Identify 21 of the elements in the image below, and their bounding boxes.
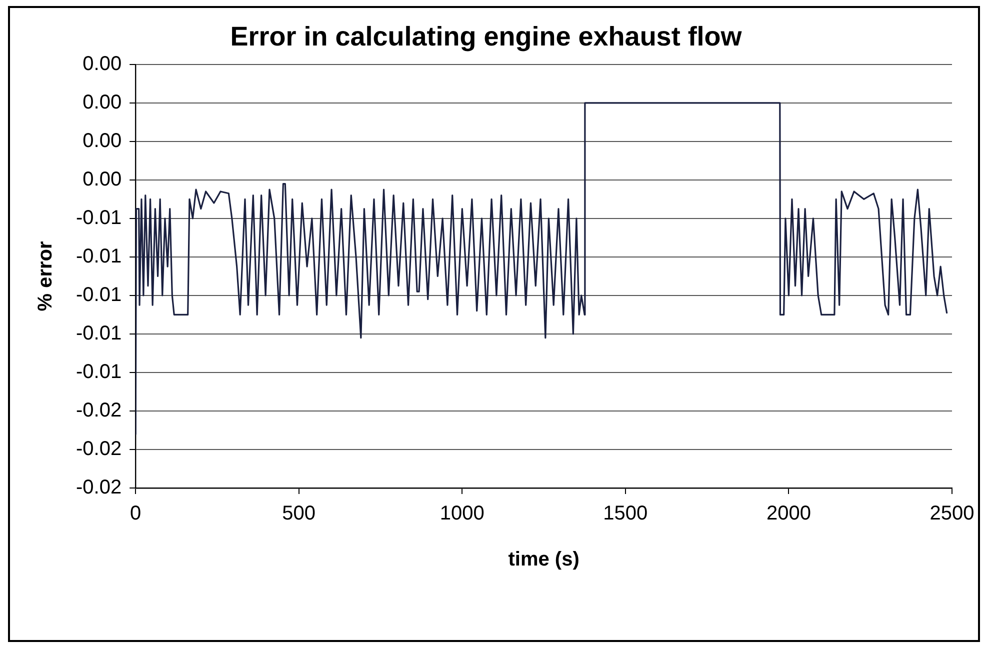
x-tick-label: 2500 [930, 502, 974, 525]
x-axis-title: time (s) [508, 548, 580, 571]
x-tick-label: 1500 [603, 502, 648, 525]
y-tick-label: -0.01 [76, 360, 122, 383]
y-tick-label: -0.01 [76, 245, 122, 268]
y-tick-label: 0.00 [82, 91, 122, 114]
y-tick-label: -0.01 [76, 322, 122, 344]
y-tick-label: -0.02 [76, 399, 122, 422]
y-tick-label: -0.01 [76, 206, 122, 229]
y-tick-label: -0.02 [76, 438, 122, 460]
y-tick-label: -0.01 [76, 284, 122, 306]
x-tick-label: 0 [130, 502, 142, 525]
x-tick-label: 2000 [766, 502, 811, 525]
y-tick-label: -0.02 [76, 476, 122, 499]
x-tick-label: 500 [282, 502, 316, 525]
x-tick-label: 1000 [440, 502, 484, 525]
y-tick-label: 0.00 [82, 52, 122, 75]
y-tick-label: 0.00 [82, 168, 122, 190]
y-axis-title: % error [34, 240, 57, 312]
chart-title: Error in calculating engine exhaust flow [230, 22, 743, 52]
y-tick-label: 0.00 [82, 130, 122, 152]
